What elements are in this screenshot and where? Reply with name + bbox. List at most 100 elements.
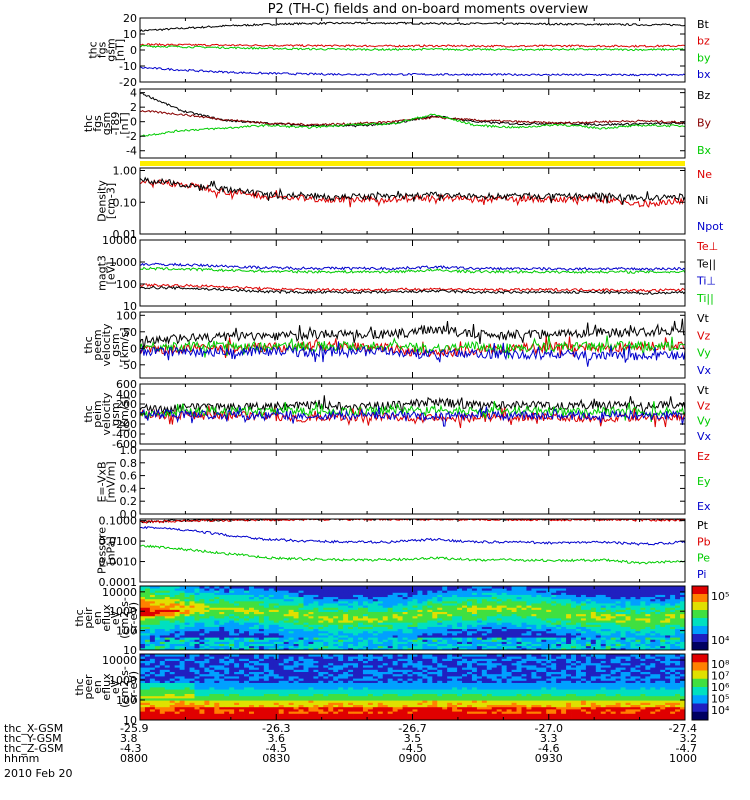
spectrogram-cell (387, 647, 394, 651)
spectrogram-cell (501, 626, 508, 630)
spectrogram-cell (462, 607, 468, 610)
spectrogram-cell (199, 667, 205, 670)
spectrogram-cell (194, 639, 200, 642)
spectrogram-cell (467, 596, 473, 600)
spectrogram-cell (318, 611, 324, 615)
spectrogram-cell (620, 592, 626, 595)
spectrogram-cell (338, 632, 344, 636)
spectrogram-cell (288, 628, 294, 632)
spectrogram-cell (244, 709, 250, 712)
spectrogram-cell (219, 676, 225, 679)
spectrogram-cell (303, 615, 309, 619)
spectrogram-cell (655, 609, 661, 612)
spectrogram-cell (551, 639, 557, 642)
spectrogram-cell (159, 700, 166, 703)
spectrogram-cell (263, 647, 270, 651)
spectrogram-cell (283, 689, 290, 692)
spectrogram-cell (244, 639, 250, 642)
spectrogram-cell (566, 598, 572, 602)
spectrogram-cell (258, 635, 265, 638)
spectrogram-cell (239, 700, 245, 703)
spectrogram-cell (452, 620, 458, 623)
spectrogram-cell (278, 704, 285, 708)
spectrogram-cell (224, 630, 230, 634)
spectrogram-cell (457, 586, 463, 589)
spectrogram-cell (209, 624, 215, 627)
spectrogram-cell (174, 622, 181, 625)
spectrogram-cell (655, 588, 661, 591)
spectrogram-cell (640, 592, 646, 595)
spectrogram-cell (303, 713, 309, 716)
spectrogram-cell (531, 598, 537, 602)
spectrogram-cell (283, 715, 290, 719)
spectrogram-cell (169, 613, 176, 617)
spectrogram-cell (224, 676, 230, 679)
spectrogram-cell (159, 598, 166, 602)
spectrogram-cell (417, 592, 423, 595)
spectrogram-cell (481, 592, 488, 595)
spectrogram-cell (273, 594, 280, 598)
spectrogram-cell (278, 669, 285, 672)
spectrogram-cell (144, 706, 151, 710)
spectrogram-cell (224, 673, 230, 677)
spectrogram-cell (229, 620, 235, 623)
spectrogram-cell (174, 715, 181, 719)
spectrogram-cell (313, 656, 319, 659)
spectrogram-cell (372, 641, 379, 644)
spectrogram-cell (675, 637, 681, 640)
spectrogram-cell (645, 605, 651, 608)
spectrogram-cell (288, 611, 294, 615)
spectrogram-cell (333, 620, 339, 623)
spectrogram-cell (600, 632, 607, 636)
spectrogram-cell (377, 639, 384, 642)
spectrogram-cell (471, 645, 478, 649)
spectrogram-cell (229, 706, 235, 710)
spectrogram-cell (234, 643, 240, 647)
spectrogram-cell (199, 691, 205, 694)
spectrogram-cell (670, 628, 676, 632)
spectrogram-cell (249, 695, 255, 699)
spectrogram-cell (556, 609, 562, 612)
spectrogram-cell (338, 645, 344, 649)
spectrogram-cell (313, 706, 319, 710)
spectrogram-cell (293, 656, 299, 659)
spectrogram-cell (263, 676, 270, 679)
spectrogram-cell (675, 630, 681, 634)
spectrogram-cell (491, 590, 498, 593)
spectrogram-cell (174, 656, 181, 659)
spectrogram-cell (244, 656, 250, 659)
spectrogram-cell (590, 586, 597, 589)
spectrogram-cell (144, 596, 151, 600)
spectrogram-cell (244, 671, 250, 675)
spectrogram-cell (140, 654, 146, 657)
spectrogram-cell (566, 641, 572, 644)
spectrogram-cell (526, 630, 532, 634)
spectrogram-cell (179, 656, 185, 659)
spectrogram-cell (442, 628, 448, 632)
spectrogram-cell (358, 647, 364, 651)
spectrogram-cell (372, 637, 379, 640)
spectrogram-cell (427, 605, 433, 608)
spectrogram-cell (169, 622, 176, 625)
spectrogram-cell (224, 695, 230, 699)
spectrogram-cell (214, 586, 220, 589)
spectrogram-cell (382, 632, 389, 636)
spectrogram-cell (367, 586, 374, 589)
spectrogram-cell (273, 693, 280, 697)
spectrogram-cell (318, 628, 324, 632)
spectrogram-cell (412, 632, 418, 636)
spectrogram-cell (184, 660, 190, 664)
spectrogram-cell (372, 609, 379, 612)
spectrogram-cell (204, 643, 210, 647)
spectrogram-cell (476, 626, 483, 630)
spectrogram-cell (308, 711, 314, 714)
spectrogram-cell (263, 643, 270, 647)
spectrogram-cell (576, 607, 582, 610)
spectrogram-cell (615, 632, 621, 636)
spectrogram-cell (204, 700, 210, 703)
spectrogram-cell (412, 637, 418, 640)
spectrogram-cell (313, 600, 319, 604)
legend-entry: Bx (697, 144, 712, 157)
spectrogram-cell (645, 615, 651, 619)
